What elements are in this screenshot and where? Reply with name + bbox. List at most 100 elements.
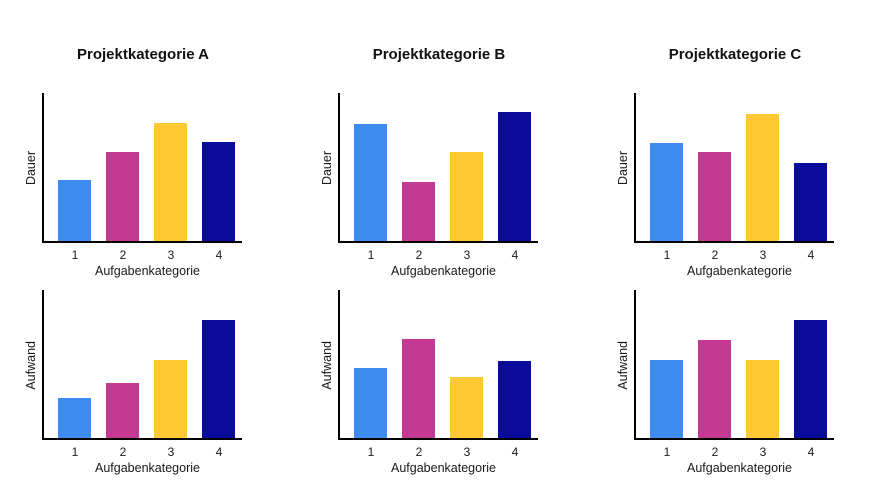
bar-slot	[147, 290, 195, 438]
y-axis-label-column: Dauer	[20, 93, 42, 243]
bar-slot	[194, 290, 242, 438]
bar-slot	[51, 290, 99, 438]
chart-panel-c-aufwand: Aufwand 1 2 3 4 Aufgabenkategorie	[592, 280, 888, 500]
y-axis-label-column: Aufwand	[20, 290, 42, 440]
y-axis-label-column: Dauer	[316, 93, 338, 243]
y-axis-label: Aufwand	[616, 340, 630, 390]
y-axis-label-column: Aufwand	[316, 290, 338, 440]
x-axis-label: Aufgabenkategorie	[687, 461, 792, 475]
x-tick-label: 4	[215, 248, 223, 262]
bar-slot	[147, 93, 195, 241]
bar-category-3	[449, 152, 483, 241]
bar-slot	[443, 290, 491, 438]
y-axis-label: Aufwand	[24, 340, 38, 390]
x-tick-row: 1 2 3 4	[316, 445, 592, 459]
axis-spacer	[316, 461, 340, 475]
x-axis-label: Aufgabenkategorie	[391, 461, 496, 475]
plot-row: Aufwand	[612, 290, 888, 440]
bar-group	[636, 93, 834, 241]
bar-category-2	[402, 338, 436, 438]
bar-category-1	[650, 359, 684, 438]
x-tick-label: 3	[167, 248, 175, 262]
axis-spacer	[316, 445, 340, 459]
x-tick-label: 4	[807, 248, 815, 262]
bar-category-4	[497, 112, 531, 241]
x-tick-row: 1 2 3 4	[612, 445, 888, 459]
bar-slot	[490, 290, 538, 438]
bar-group	[340, 93, 538, 241]
x-tick-label: 1	[367, 248, 375, 262]
bar-category-3	[153, 122, 187, 241]
plot-row: Aufwand	[20, 290, 296, 440]
bar-slot	[395, 290, 443, 438]
y-axis-label: Aufwand	[320, 340, 334, 390]
chart-panel-a-aufwand: Aufwand 1 2 3 4 Aufgabenkategorie	[0, 280, 296, 500]
x-tick-label: 2	[415, 248, 423, 262]
bar-slot	[347, 93, 395, 241]
bar-slot	[347, 290, 395, 438]
bar-category-4	[793, 319, 827, 438]
x-tick-label: 4	[511, 248, 519, 262]
plot-area	[42, 93, 242, 243]
x-tick-label: 2	[711, 445, 719, 459]
x-axis-label-row: Aufgabenkategorie	[20, 461, 296, 475]
bar-slot	[51, 93, 99, 241]
axis-spacer	[20, 248, 44, 262]
x-axis-label-row: Aufgabenkategorie	[316, 264, 592, 278]
x-tick-label: 1	[663, 445, 671, 459]
bar-category-4	[201, 319, 235, 438]
y-axis-label: Dauer	[320, 150, 334, 186]
bar-category-4	[497, 361, 531, 438]
x-tick-label: 4	[807, 445, 815, 459]
bar-slot	[786, 93, 834, 241]
bar-category-2	[106, 383, 140, 438]
bar-slot	[490, 93, 538, 241]
axis-spacer	[612, 264, 636, 278]
bar-slot	[739, 290, 787, 438]
bar-slot	[99, 290, 147, 438]
bar-category-1	[354, 124, 388, 241]
bar-category-2	[402, 181, 436, 241]
x-tick-labels: 1 2 3 4	[340, 445, 539, 459]
bar-category-3	[745, 359, 779, 438]
x-tick-label: 3	[463, 445, 471, 459]
chart-panel-b-aufwand: Aufwand 1 2 3 4 Aufgabenkategorie	[296, 280, 592, 500]
x-axis-label-row: Aufgabenkategorie	[20, 264, 296, 278]
x-tick-label: 2	[415, 445, 423, 459]
bar-slot	[99, 93, 147, 241]
plot-row: Dauer	[20, 93, 296, 243]
plot-row: Dauer	[316, 93, 592, 243]
x-tick-row: 1 2 3 4	[316, 248, 592, 262]
bar-slot	[691, 290, 739, 438]
x-tick-labels: 1 2 3 4	[636, 445, 835, 459]
y-axis-label: Dauer	[24, 150, 38, 186]
bar-slot	[643, 93, 691, 241]
x-tick-row: 1 2 3 4	[612, 248, 888, 262]
bar-category-4	[201, 141, 235, 241]
bar-category-2	[106, 152, 140, 241]
axis-spacer	[612, 461, 636, 475]
bar-category-2	[698, 152, 732, 241]
bar-group	[636, 290, 834, 438]
bar-category-4	[793, 162, 827, 241]
bar-slot	[739, 93, 787, 241]
bar-group	[44, 290, 242, 438]
x-tick-label: 3	[759, 445, 767, 459]
bar-group	[44, 93, 242, 241]
x-tick-label: 3	[167, 445, 175, 459]
bar-slot	[395, 93, 443, 241]
x-tick-label: 2	[119, 248, 127, 262]
x-tick-label: 2	[119, 445, 127, 459]
x-tick-row: 1 2 3 4	[20, 445, 296, 459]
x-tick-label: 3	[463, 248, 471, 262]
x-axis-label: Aufgabenkategorie	[95, 461, 200, 475]
x-tick-label: 4	[215, 445, 223, 459]
chart-panel-c-dauer: Projektkategorie C Dauer 1 2 3 4 Aufgabenka…	[592, 0, 888, 280]
x-tick-row: 1 2 3 4	[20, 248, 296, 262]
plot-area	[338, 93, 538, 243]
x-tick-label: 2	[711, 248, 719, 262]
chart-panel-a-dauer: Projektkategorie A Dauer 1 2 3 4 Aufgabenka…	[0, 0, 296, 280]
y-axis-label: Dauer	[616, 150, 630, 186]
x-tick-label: 1	[71, 445, 79, 459]
